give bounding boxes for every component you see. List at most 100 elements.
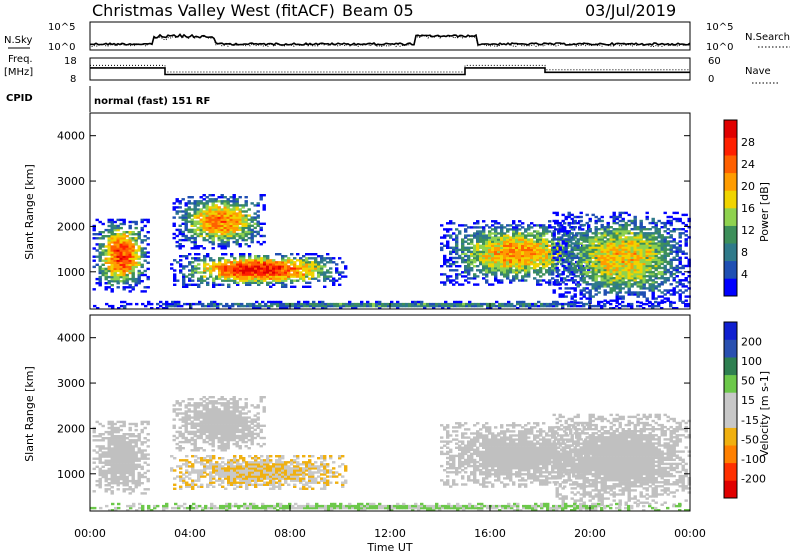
heatmap-cell [137, 465, 141, 468]
heatmap-cell [205, 440, 209, 444]
heatmap-cell [253, 226, 257, 230]
heatmap-cell [651, 242, 655, 245]
heatmap-cell [223, 206, 227, 209]
heatmap-cell [104, 277, 108, 281]
heatmap-cell [214, 220, 218, 223]
heatmap-cell [518, 234, 522, 237]
heatmap-cell [597, 244, 601, 247]
heatmap-cell [232, 200, 236, 203]
heatmap-cell [218, 277, 222, 280]
heatmap-cell [488, 256, 492, 260]
heatmap-cell [576, 242, 580, 245]
heatmap-cell [260, 275, 264, 278]
heatmap-cell [542, 250, 546, 254]
heatmap-cell [357, 304, 361, 308]
heatmap-cell [137, 247, 141, 250]
heatmap-cell [482, 220, 486, 223]
heatmap-cell [110, 224, 114, 228]
heatmap-cell [512, 220, 516, 223]
heatmap-cell [618, 289, 622, 292]
heatmap-cell [654, 226, 658, 229]
heatmap-cell [146, 243, 150, 246]
heatmap-cell [443, 283, 447, 286]
heatmap-cell [242, 269, 246, 272]
heatmap-cell [509, 250, 513, 254]
heatmap-cell [220, 222, 224, 225]
heatmap-cell [582, 304, 586, 308]
heatmap-cell [119, 265, 123, 269]
heatmap-cell [308, 263, 312, 266]
heatmap-cell [639, 262, 643, 266]
heatmap-cell [188, 269, 192, 272]
heatmap-cell [125, 465, 129, 468]
heatmap-cell [131, 457, 135, 460]
heatmap-cell [518, 265, 522, 268]
heatmap-cell [137, 249, 141, 252]
heatmap-cell [248, 267, 252, 270]
heatmap-cell [116, 477, 120, 481]
heatmap-cell [518, 240, 522, 243]
heatmap-cell [639, 260, 643, 264]
heatmap-cell [408, 302, 412, 306]
heatmap-cell [633, 260, 637, 264]
heatmap-cell [621, 295, 625, 298]
heatmap-cell [500, 234, 504, 237]
heatmap-cell [452, 279, 456, 282]
heatmap-cell [450, 302, 454, 306]
heatmap-cell [211, 200, 215, 203]
heatmap-cell [314, 269, 318, 272]
heatmap-cell [314, 277, 318, 280]
heatmap-cell [238, 428, 242, 432]
heatmap-cell [208, 438, 212, 442]
heatmap-cell [187, 416, 191, 419]
heatmap-cell [178, 418, 182, 421]
heatmap-cell [603, 272, 607, 276]
heatmap-cell [229, 236, 233, 240]
heatmap-cell [482, 228, 486, 231]
heatmap-cell [491, 256, 495, 260]
heatmap-cell [621, 254, 625, 257]
heatmap-cell [251, 277, 255, 280]
heatmap-cell [226, 226, 230, 230]
heatmap-cell [98, 220, 102, 224]
heatmap-cell [125, 475, 129, 479]
heatmap-cell [488, 258, 492, 262]
heatmap-cell [187, 440, 191, 444]
heatmap-cell [143, 224, 147, 228]
heatmap-cell [648, 300, 652, 304]
heatmap-cell [485, 244, 489, 247]
heatmap-cell [198, 302, 202, 306]
heatmap-cell [125, 280, 129, 283]
heatmap-cell [624, 221, 628, 225]
heatmap-cell [597, 300, 601, 304]
heatmap-cell [600, 248, 604, 251]
heatmap-cell [116, 257, 120, 260]
heatmap-cell [214, 410, 218, 413]
heatmap-cell [630, 258, 634, 261]
heatmap-cell [104, 469, 108, 473]
heatmap-cell [187, 430, 191, 434]
heatmap-cell [116, 482, 120, 485]
heatmap-cell [390, 300, 394, 304]
heatmap-cell [645, 287, 649, 290]
heatmap-cell [548, 248, 552, 252]
heatmap-cell [137, 447, 141, 450]
heatmap-cell [582, 240, 586, 243]
heatmap-cell [678, 250, 682, 253]
heatmap-cell [202, 198, 206, 201]
heatmap-cell [633, 262, 637, 266]
heatmap-cell [455, 246, 459, 249]
heatmap-cell [606, 266, 610, 270]
heatmap-cell [175, 245, 179, 248]
heatmap-cell [485, 254, 489, 258]
heatmap-cell [140, 455, 144, 458]
heatmap-cell [306, 304, 310, 308]
heatmap-cell [146, 231, 150, 234]
heatmap-cell [107, 239, 111, 242]
heatmap-cell [125, 453, 129, 456]
heatmap-cell [576, 244, 580, 247]
heatmap-cell [143, 235, 147, 238]
heatmap-cell [251, 281, 255, 284]
heatmap-cell [125, 241, 129, 244]
heatmap-cell [98, 284, 102, 287]
